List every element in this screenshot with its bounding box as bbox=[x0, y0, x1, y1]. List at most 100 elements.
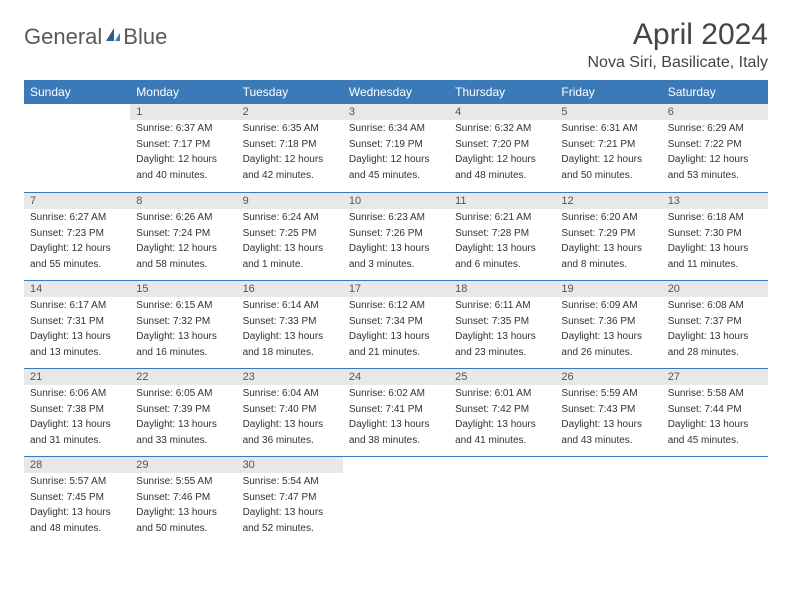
sunrise-line: Sunrise: 5:55 AM bbox=[136, 475, 230, 489]
title-block: April 2024 Nova Siri, Basilicate, Italy bbox=[587, 18, 768, 72]
sunset-line: Sunset: 7:39 PM bbox=[136, 403, 230, 417]
daylight-line-2: and 16 minutes. bbox=[136, 346, 230, 360]
calendar-cell: 6Sunrise: 6:29 AMSunset: 7:22 PMDaylight… bbox=[662, 104, 768, 192]
calendar-row: 21Sunrise: 6:06 AMSunset: 7:38 PMDayligh… bbox=[24, 368, 768, 456]
weekday-header: Thursday bbox=[449, 80, 555, 104]
sunset-line: Sunset: 7:18 PM bbox=[243, 138, 337, 152]
sunset-line: Sunset: 7:33 PM bbox=[243, 315, 337, 329]
daylight-line-2: and 42 minutes. bbox=[243, 169, 337, 183]
logo-text-blue: Blue bbox=[123, 24, 167, 50]
cell-content: Sunrise: 6:37 AMSunset: 7:17 PMDaylight:… bbox=[130, 122, 236, 186]
sunset-line: Sunset: 7:26 PM bbox=[349, 227, 443, 241]
calendar-table: SundayMondayTuesdayWednesdayThursdayFrid… bbox=[24, 80, 768, 544]
calendar-cell: 24 Sunrise: 6:02 AMSunset: 7:41 PMDayligh… bbox=[343, 368, 449, 456]
calendar-row: 7Sunrise: 6:27 AMSunset: 7:23 PMDaylight… bbox=[24, 192, 768, 280]
cell-content: Sunrise: 6:11 AMSunset: 7:35 PMDaylight:… bbox=[449, 299, 555, 363]
calendar-cell bbox=[24, 104, 130, 192]
cell-content: Sunrise: 6:02 AMSunset: 7:41 PMDaylight:… bbox=[343, 387, 449, 451]
calendar-cell bbox=[555, 456, 661, 544]
day-number: 27 bbox=[662, 368, 768, 385]
cell-content: Sunrise: 6:35 AMSunset: 7:18 PMDaylight:… bbox=[237, 122, 343, 186]
day-number: 11 bbox=[449, 192, 555, 209]
daylight-line-1: Daylight: 12 hours bbox=[455, 153, 549, 167]
daylight-line-1: Daylight: 13 hours bbox=[243, 506, 337, 520]
sunrise-line: Sunrise: 5:54 AM bbox=[243, 475, 337, 489]
day-number: 14 bbox=[24, 280, 130, 297]
sunset-line: Sunset: 7:46 PM bbox=[136, 491, 230, 505]
daylight-line-1: Daylight: 12 hours bbox=[30, 242, 124, 256]
weekday-header-row: SundayMondayTuesdayWednesdayThursdayFrid… bbox=[24, 80, 768, 104]
day-number: 17 bbox=[343, 280, 449, 297]
cell-content: Sunrise: 6:15 AMSunset: 7:32 PMDaylight:… bbox=[130, 299, 236, 363]
cell-content: Sunrise: 5:58 AMSunset: 7:44 PMDaylight:… bbox=[662, 387, 768, 451]
daylight-line-2: and 53 minutes. bbox=[668, 169, 762, 183]
calendar-cell bbox=[449, 456, 555, 544]
daylight-line-2: and 6 minutes. bbox=[455, 258, 549, 272]
daylight-line-1: Daylight: 13 hours bbox=[561, 418, 655, 432]
sunset-line: Sunset: 7:43 PM bbox=[561, 403, 655, 417]
cell-content: Sunrise: 6:34 AMSunset: 7:19 PMDaylight:… bbox=[343, 122, 449, 186]
day-number: 24 bbox=[343, 368, 449, 385]
daylight-line-2: and 52 minutes. bbox=[243, 522, 337, 536]
daylight-line-2: and 18 minutes. bbox=[243, 346, 337, 360]
weekday-header: Tuesday bbox=[237, 80, 343, 104]
daylight-line-2: and 48 minutes. bbox=[30, 522, 124, 536]
sunrise-line: Sunrise: 6:27 AM bbox=[30, 211, 124, 225]
daylight-line-2: and 38 minutes. bbox=[349, 434, 443, 448]
daylight-line-2: and 45 minutes. bbox=[668, 434, 762, 448]
day-number: 18 bbox=[449, 280, 555, 297]
sunset-line: Sunset: 7:23 PM bbox=[30, 227, 124, 241]
day-number: 9 bbox=[237, 192, 343, 209]
calendar-cell: 21Sunrise: 6:06 AMSunset: 7:38 PMDayligh… bbox=[24, 368, 130, 456]
sunrise-line: Sunrise: 6:01 AM bbox=[455, 387, 549, 401]
sunset-line: Sunset: 7:37 PM bbox=[668, 315, 762, 329]
cell-content: Sunrise: 6:04 AMSunset: 7:40 PMDaylight:… bbox=[237, 387, 343, 451]
day-number: 7 bbox=[24, 192, 130, 209]
sunrise-line: Sunrise: 6:32 AM bbox=[455, 122, 549, 136]
daylight-line-2: and 3 minutes. bbox=[349, 258, 443, 272]
sunrise-line: Sunrise: 6:14 AM bbox=[243, 299, 337, 313]
daylight-line-1: Daylight: 13 hours bbox=[136, 506, 230, 520]
sunrise-line: Sunrise: 6:35 AM bbox=[243, 122, 337, 136]
sunset-line: Sunset: 7:19 PM bbox=[349, 138, 443, 152]
sunset-line: Sunset: 7:42 PM bbox=[455, 403, 549, 417]
day-number bbox=[343, 456, 449, 473]
cell-content: Sunrise: 6:01 AMSunset: 7:42 PMDaylight:… bbox=[449, 387, 555, 451]
cell-content: Sunrise: 6:32 AMSunset: 7:20 PMDaylight:… bbox=[449, 122, 555, 186]
cell-content: Sunrise: 6:26 AMSunset: 7:24 PMDaylight:… bbox=[130, 211, 236, 275]
sunset-line: Sunset: 7:36 PM bbox=[561, 315, 655, 329]
daylight-line-1: Daylight: 12 hours bbox=[561, 153, 655, 167]
cell-content: Sunrise: 6:08 AMSunset: 7:37 PMDaylight:… bbox=[662, 299, 768, 363]
daylight-line-1: Daylight: 13 hours bbox=[243, 330, 337, 344]
calendar-row: 1Sunrise: 6:37 AMSunset: 7:17 PMDaylight… bbox=[24, 104, 768, 192]
daylight-line-1: Daylight: 13 hours bbox=[349, 242, 443, 256]
calendar-cell: 11Sunrise: 6:21 AMSunset: 7:28 PMDayligh… bbox=[449, 192, 555, 280]
daylight-line-1: Daylight: 13 hours bbox=[561, 330, 655, 344]
sunrise-line: Sunrise: 5:57 AM bbox=[30, 475, 124, 489]
daylight-line-1: Daylight: 13 hours bbox=[668, 330, 762, 344]
daylight-line-2: and 8 minutes. bbox=[561, 258, 655, 272]
sunrise-line: Sunrise: 6:11 AM bbox=[455, 299, 549, 313]
daylight-line-1: Daylight: 13 hours bbox=[455, 330, 549, 344]
logo: General Blue bbox=[24, 24, 167, 50]
weekday-header: Saturday bbox=[662, 80, 768, 104]
day-number: 26 bbox=[555, 368, 661, 385]
sunrise-line: Sunrise: 5:58 AM bbox=[668, 387, 762, 401]
day-number: 16 bbox=[237, 280, 343, 297]
daylight-line-2: and 48 minutes. bbox=[455, 169, 549, 183]
daylight-line-1: Daylight: 12 hours bbox=[136, 153, 230, 167]
daylight-line-1: Daylight: 13 hours bbox=[30, 506, 124, 520]
daylight-line-2: and 21 minutes. bbox=[349, 346, 443, 360]
sunrise-line: Sunrise: 6:18 AM bbox=[668, 211, 762, 225]
daylight-line-2: and 50 minutes. bbox=[136, 522, 230, 536]
cell-content: Sunrise: 6:29 AMSunset: 7:22 PMDaylight:… bbox=[662, 122, 768, 186]
day-number bbox=[449, 456, 555, 473]
cell-content: Sunrise: 6:17 AMSunset: 7:31 PMDaylight:… bbox=[24, 299, 130, 363]
calendar-cell: 22Sunrise: 6:05 AMSunset: 7:39 PMDayligh… bbox=[130, 368, 236, 456]
calendar-cell bbox=[662, 456, 768, 544]
cell-content: Sunrise: 6:18 AMSunset: 7:30 PMDaylight:… bbox=[662, 211, 768, 275]
cell-content: Sunrise: 6:06 AMSunset: 7:38 PMDaylight:… bbox=[24, 387, 130, 451]
daylight-line-1: Daylight: 12 hours bbox=[668, 153, 762, 167]
sunrise-line: Sunrise: 6:23 AM bbox=[349, 211, 443, 225]
calendar-cell: 15Sunrise: 6:15 AMSunset: 7:32 PMDayligh… bbox=[130, 280, 236, 368]
